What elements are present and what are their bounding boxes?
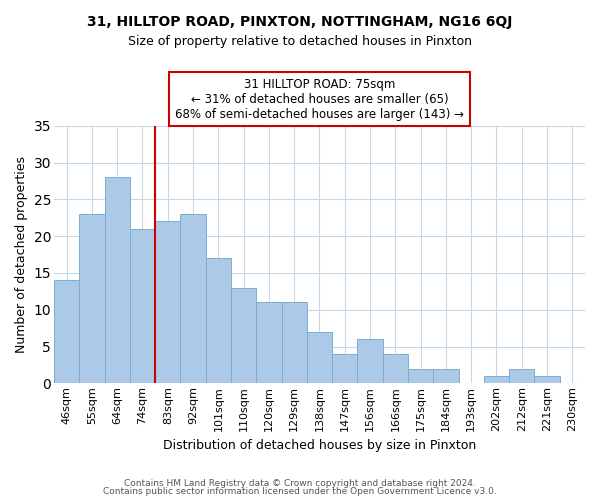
Bar <box>104 177 130 384</box>
Bar <box>358 339 383 384</box>
Bar <box>54 280 79 384</box>
X-axis label: Distribution of detached houses by size in Pinxton: Distribution of detached houses by size … <box>163 440 476 452</box>
Text: 31, HILLTOP ROAD, PINXTON, NOTTINGHAM, NG16 6QJ: 31, HILLTOP ROAD, PINXTON, NOTTINGHAM, N… <box>88 15 512 29</box>
Bar <box>433 368 458 384</box>
Bar <box>307 332 332 384</box>
Bar <box>256 302 281 384</box>
Bar <box>181 214 206 384</box>
Text: 31 HILLTOP ROAD: 75sqm
← 31% of detached houses are smaller (65)
68% of semi-det: 31 HILLTOP ROAD: 75sqm ← 31% of detached… <box>175 78 464 120</box>
Text: Size of property relative to detached houses in Pinxton: Size of property relative to detached ho… <box>128 35 472 48</box>
Bar <box>281 302 307 384</box>
Bar <box>332 354 358 384</box>
Bar <box>206 258 231 384</box>
Bar <box>79 214 104 384</box>
Y-axis label: Number of detached properties: Number of detached properties <box>15 156 28 353</box>
Bar <box>155 222 181 384</box>
Bar <box>484 376 509 384</box>
Bar <box>535 376 560 384</box>
Text: Contains public sector information licensed under the Open Government Licence v3: Contains public sector information licen… <box>103 487 497 496</box>
Bar <box>231 288 256 384</box>
Bar <box>509 368 535 384</box>
Bar <box>408 368 433 384</box>
Bar <box>130 229 155 384</box>
Text: Contains HM Land Registry data © Crown copyright and database right 2024.: Contains HM Land Registry data © Crown c… <box>124 478 476 488</box>
Bar <box>383 354 408 384</box>
